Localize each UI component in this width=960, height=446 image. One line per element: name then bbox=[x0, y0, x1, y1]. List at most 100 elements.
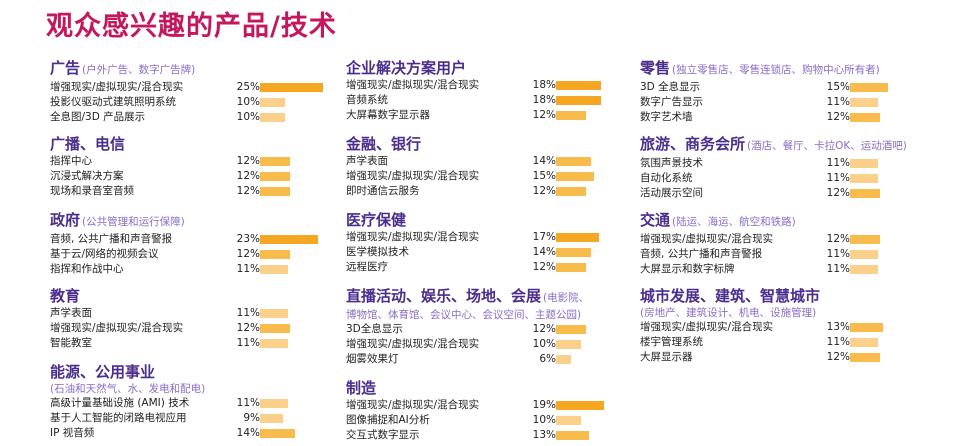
category-header: 教育 bbox=[50, 286, 340, 306]
bar-value-label: 11% bbox=[826, 263, 850, 275]
category-header: 直播活动、娱乐、场地、会展 (电影院、 bbox=[346, 286, 636, 308]
bar-label: 3D全息显示 bbox=[346, 323, 403, 335]
bar-row: IP 视音频 14% bbox=[50, 426, 340, 441]
bar-value-label: 19% bbox=[532, 399, 556, 411]
bar-label: 指挥中心 bbox=[50, 155, 92, 167]
category-title: 零售 bbox=[640, 59, 671, 77]
bar bbox=[556, 340, 581, 349]
bar-label: 增强现实/虚拟现实/混合现实 bbox=[346, 338, 480, 350]
bar bbox=[850, 113, 880, 122]
bar-row: 增强现实/虚拟现实/混合现实 12% bbox=[50, 321, 340, 336]
bar-label: 即时通信云服务 bbox=[346, 185, 420, 197]
bar bbox=[556, 96, 601, 105]
bar-value-label: 14% bbox=[532, 246, 556, 258]
bar-value-label: 13% bbox=[826, 321, 850, 333]
bar bbox=[260, 187, 290, 196]
bar-row: 音频系统 18% bbox=[346, 93, 636, 108]
bar-value-label: 14% bbox=[532, 155, 556, 167]
bar-label: 活动展示空间 bbox=[640, 187, 703, 199]
bar-label: 增强现实/虚拟现实/混合现实 bbox=[346, 231, 480, 243]
bar-label: 烟雾效果灯 bbox=[346, 353, 399, 365]
bar bbox=[556, 355, 571, 364]
bar-value-label: 12% bbox=[236, 155, 260, 167]
bar-value-label: 12% bbox=[236, 322, 260, 334]
category-subtitle: (电影院、 bbox=[543, 292, 590, 304]
category-header: 零售 (独立零售店、零售连锁店、购物中心所有者) bbox=[640, 58, 930, 80]
bar-row: 烟雾效果灯 6% bbox=[346, 352, 636, 367]
bar-row: 沉浸式解决方案 12% bbox=[50, 169, 340, 184]
bar-value-label: 18% bbox=[532, 94, 556, 106]
bar-label: 远程医疗 bbox=[346, 261, 388, 273]
bar bbox=[556, 233, 599, 242]
bar-row: 远程医疗 12% bbox=[346, 260, 636, 275]
bar-label: IP 视音频 bbox=[50, 427, 95, 439]
bar-value-label: 18% bbox=[532, 79, 556, 91]
category-title: 交通 bbox=[640, 211, 671, 229]
category-title: 教育 bbox=[50, 287, 81, 305]
bar-row: 大屏显示和数字标牌 11% bbox=[640, 262, 930, 277]
category-subtitle: (户外广告、数字广告牌) bbox=[82, 64, 196, 76]
bar bbox=[850, 353, 880, 362]
category-subtitle: (公共管理和运行保障) bbox=[82, 216, 185, 228]
bar-value-label: 11% bbox=[826, 96, 850, 108]
bar bbox=[260, 157, 290, 166]
bar-value-label: 12% bbox=[236, 170, 260, 182]
bar-label: 大屏显示器 bbox=[640, 351, 693, 363]
category-title: 直播活动、娱乐、场地、会展 bbox=[346, 287, 542, 305]
bar-row: 音频, 公共广播和声音警报 23% bbox=[50, 232, 340, 247]
category-section: 教育 声学表面 11% 增强现实/虚拟现实/混合现实 12% 智能教室 11% bbox=[50, 286, 340, 351]
category-section: 金融、银行 声学表面 14% 增强现实/虚拟现实/混合现实 15% 即时通信云服务 12% bbox=[346, 134, 636, 199]
bar-value-label: 11% bbox=[236, 397, 260, 409]
bar-value-label: 12% bbox=[236, 185, 260, 197]
bar-row: 自动化系统 11% bbox=[640, 171, 930, 186]
bar-label: 音频, 公共广播和声音警报 bbox=[640, 248, 763, 260]
page-title: 观众感兴趣的产品/技术 bbox=[46, 11, 337, 42]
bar bbox=[850, 159, 878, 168]
bar bbox=[260, 309, 288, 318]
bar-row: 图像捕捉和AI分析 10% bbox=[346, 413, 636, 428]
bar bbox=[556, 111, 586, 120]
category-header: 广告 (户外广告、数字广告牌) bbox=[50, 58, 340, 80]
bar-label: 音频系统 bbox=[346, 94, 388, 106]
bar bbox=[556, 248, 591, 257]
bar-label: 投影仪驱动式建筑照明系统 bbox=[50, 96, 176, 108]
bar-value-label: 9% bbox=[243, 412, 260, 424]
bar-row: 声学表面 14% bbox=[346, 154, 636, 169]
bar-label: 大屏显示和数字标牌 bbox=[640, 263, 735, 275]
bar-row: 大屏幕数字显示器 12% bbox=[346, 108, 636, 123]
bar-label: 数字艺术墙 bbox=[640, 111, 693, 123]
bar bbox=[260, 265, 288, 274]
bar bbox=[850, 83, 888, 92]
bar-value-label: 11% bbox=[236, 337, 260, 349]
bar bbox=[556, 401, 604, 410]
category-header: 政府 (公共管理和运行保障) bbox=[50, 210, 340, 232]
category-section: 直播活动、娱乐、场地、会展 (电影院、 博物馆、体育馆、会议中心、会议空间、主题公园… bbox=[346, 286, 636, 367]
bar bbox=[850, 338, 878, 347]
bar bbox=[850, 250, 878, 259]
bar-label: 沉浸式解决方案 bbox=[50, 170, 124, 182]
bar-label: 全息图/3D 产品展示 bbox=[50, 111, 146, 123]
bar bbox=[556, 416, 581, 425]
bar-row: 增强现实/虚拟现实/混合现实 12% bbox=[640, 232, 930, 247]
bar-label: 高级计量基础设施 (AMI) 技术 bbox=[50, 397, 190, 409]
bar-label: 增强现实/虚拟现实/混合现实 bbox=[346, 170, 480, 182]
bar-row: 增强现实/虚拟现实/混合现实 25% bbox=[50, 80, 340, 95]
bar bbox=[260, 414, 283, 423]
category-title: 广告 bbox=[50, 59, 81, 77]
bar-row: 高级计量基础设施 (AMI) 技术 11% bbox=[50, 396, 340, 411]
bar-value-label: 12% bbox=[532, 323, 556, 335]
bar bbox=[260, 113, 285, 122]
bar-label: 声学表面 bbox=[346, 155, 388, 167]
bar-value-label: 11% bbox=[826, 336, 850, 348]
bar bbox=[556, 157, 591, 166]
category-title: 医疗保健 bbox=[346, 211, 407, 229]
bar-row: 医学模拟技术 14% bbox=[346, 245, 636, 260]
bar-row: 指挥中心 12% bbox=[50, 154, 340, 169]
bar-value-label: 10% bbox=[236, 111, 260, 123]
bar-label: 基于云/网络的视频会议 bbox=[50, 248, 159, 260]
category-subtitle: (酒店、餐厅、卡拉OK、运动酒吧) bbox=[747, 140, 907, 152]
bar-row: 现场和录音室音频 12% bbox=[50, 184, 340, 199]
bar-label: 3D 全息显示 bbox=[640, 81, 701, 93]
bar-value-label: 12% bbox=[826, 351, 850, 363]
bar-label: 增强现实/虚拟现实/混合现实 bbox=[50, 322, 184, 334]
